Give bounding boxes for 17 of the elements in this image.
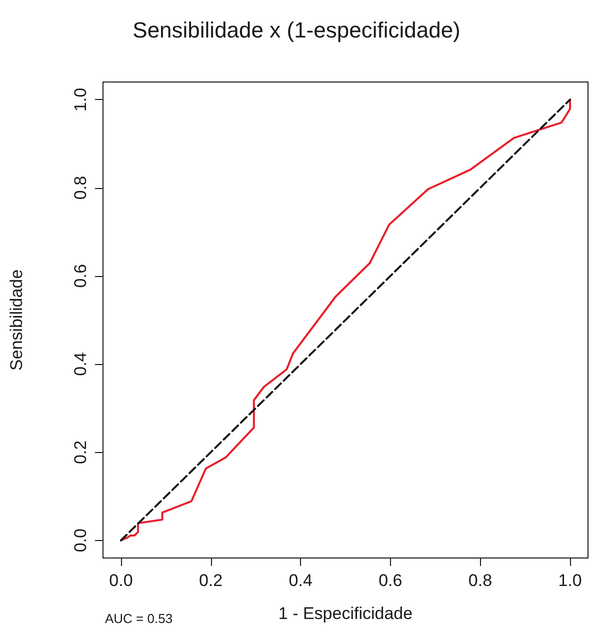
y-axis-title: Sensibilidade bbox=[7, 269, 26, 371]
y-tick-label: 1.0 bbox=[71, 88, 90, 112]
x-tick-label: 0.4 bbox=[288, 571, 312, 590]
x-tick-label: 0.2 bbox=[198, 571, 223, 590]
y-tick-label: 0.2 bbox=[71, 440, 90, 464]
chart-title: Sensibilidade x (1-especificidade) bbox=[132, 18, 460, 42]
text: AUC = 0.53 bbox=[105, 611, 173, 626]
line-series bbox=[120, 98, 572, 542]
x-tick-label: 0.6 bbox=[378, 571, 402, 590]
y-tick-label: 0.6 bbox=[71, 264, 90, 288]
y-tick-label: 0.4 bbox=[71, 352, 90, 376]
x-tick-label: 0.8 bbox=[468, 571, 492, 590]
x-tick-label: 1.0 bbox=[558, 571, 582, 590]
y-tick-label: 0.8 bbox=[71, 176, 90, 200]
y-tick-label: 0.0 bbox=[71, 528, 90, 552]
x-tick-label: 0.0 bbox=[109, 571, 133, 590]
x-axis-title: 1 - Especificidade bbox=[278, 604, 413, 623]
